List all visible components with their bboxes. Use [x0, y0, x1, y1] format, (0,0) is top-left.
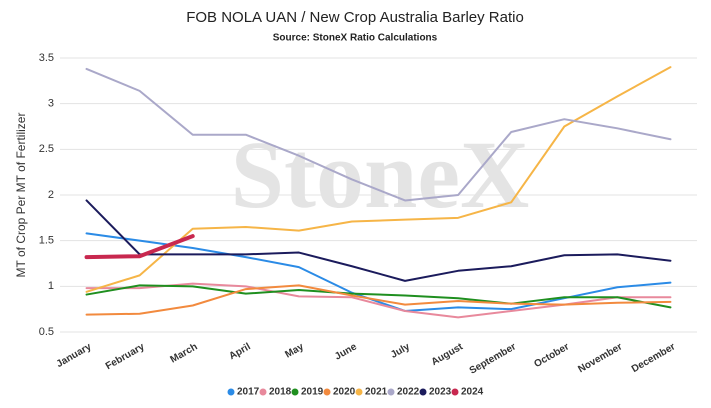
watermark: StoneX	[231, 121, 530, 228]
x-tick-label: August	[430, 341, 466, 368]
chart-title: FOB NOLA UAN / New Crop Australia Barley…	[186, 9, 524, 26]
x-tick-label: January	[55, 341, 94, 370]
x-tick-label: October	[532, 341, 571, 370]
y-tick-label: 3	[48, 98, 54, 110]
series-line	[85, 67, 672, 202]
legend-marker	[259, 388, 267, 396]
legend-label: 2021	[365, 387, 388, 398]
x-tick-label: May	[283, 341, 306, 360]
y-tick-label: 0.5	[39, 326, 54, 338]
legend-marker	[355, 388, 363, 396]
legend-marker	[227, 388, 235, 396]
legend-marker	[419, 388, 427, 396]
x-tick-label: February	[104, 341, 147, 372]
x-tick-label: June	[333, 341, 359, 362]
y-tick-label: 2.5	[39, 143, 54, 155]
legend-marker	[387, 388, 395, 396]
x-tick-label: July	[389, 341, 412, 361]
legend-label: 2022	[397, 387, 420, 398]
x-tick-label: December	[630, 341, 677, 375]
y-tick-label: 1.5	[39, 235, 54, 247]
x-tick-label: September	[468, 341, 518, 376]
legend-label: 2018	[269, 387, 292, 398]
x-tick-label: April	[227, 341, 252, 362]
series-line	[84, 234, 195, 260]
y-tick-label: 1	[48, 280, 54, 292]
legend-label: 2020	[333, 387, 356, 398]
legend-marker	[451, 388, 459, 396]
legend-label: 2023	[429, 387, 452, 398]
x-tick-label: March	[169, 341, 200, 365]
y-axis-label: MT of Crop Per MT of Fertilizer	[14, 113, 28, 278]
legend-marker	[291, 388, 299, 396]
y-tick-label: 3.5	[39, 52, 54, 64]
chart-subtitle: Source: StoneX Ratio Calculations	[273, 33, 438, 44]
legend-label: 2019	[301, 387, 324, 398]
series-line	[85, 199, 672, 282]
legend-marker	[323, 388, 331, 396]
legend-label: 2024	[461, 387, 484, 398]
x-tick-label: November	[576, 341, 624, 375]
series-line	[85, 284, 672, 309]
legend-label: 2017	[237, 387, 260, 398]
y-tick-label: 2	[48, 189, 54, 201]
series-line	[85, 284, 672, 316]
